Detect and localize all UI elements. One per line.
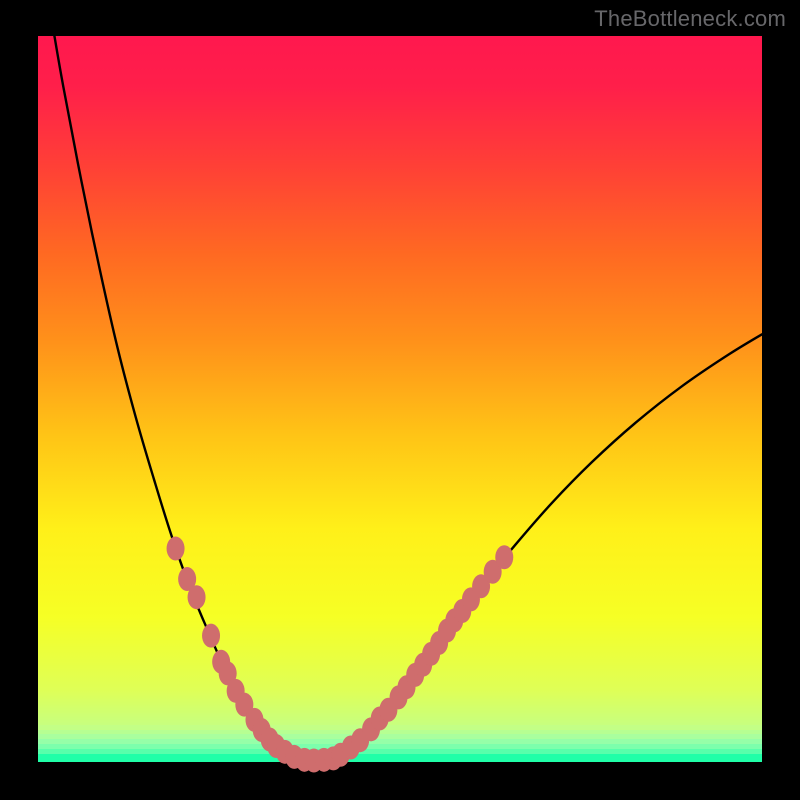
marker [202, 624, 220, 648]
marker [188, 585, 206, 609]
marker [167, 537, 185, 561]
chart-svg [38, 36, 762, 762]
marker [495, 545, 513, 569]
plot-area [38, 36, 762, 762]
curve-path [53, 29, 769, 761]
marker-group [167, 537, 514, 773]
attribution-text: TheBottleneck.com [594, 6, 786, 32]
